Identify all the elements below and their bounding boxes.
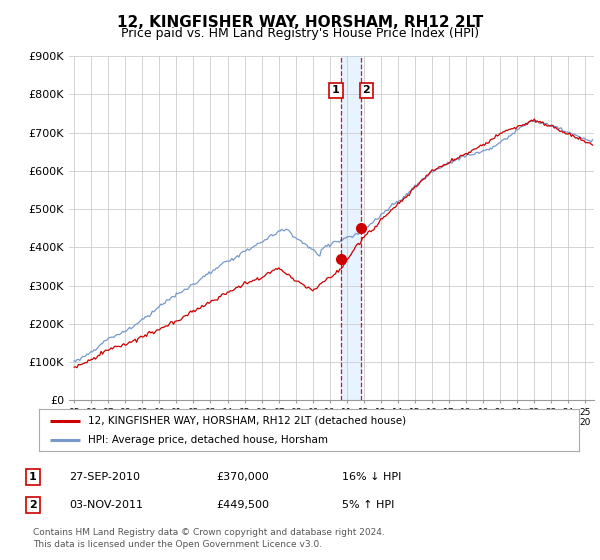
Text: £370,000: £370,000 (216, 472, 269, 482)
Text: £449,500: £449,500 (216, 500, 269, 510)
Text: 5% ↑ HPI: 5% ↑ HPI (342, 500, 394, 510)
Text: 16% ↓ HPI: 16% ↓ HPI (342, 472, 401, 482)
Text: 1: 1 (29, 472, 37, 482)
Text: 12, KINGFISHER WAY, HORSHAM, RH12 2LT (detached house): 12, KINGFISHER WAY, HORSHAM, RH12 2LT (d… (88, 416, 406, 426)
Text: 2: 2 (29, 500, 37, 510)
Text: Price paid vs. HM Land Registry's House Price Index (HPI): Price paid vs. HM Land Registry's House … (121, 27, 479, 40)
Text: Contains HM Land Registry data © Crown copyright and database right 2024.
This d: Contains HM Land Registry data © Crown c… (33, 528, 385, 549)
Text: 12, KINGFISHER WAY, HORSHAM, RH12 2LT: 12, KINGFISHER WAY, HORSHAM, RH12 2LT (117, 15, 483, 30)
Bar (341, 56, 361, 400)
Text: HPI: Average price, detached house, Horsham: HPI: Average price, detached house, Hors… (88, 435, 328, 445)
Text: 2: 2 (362, 86, 370, 95)
Text: 27-SEP-2010: 27-SEP-2010 (69, 472, 140, 482)
Text: 03-NOV-2011: 03-NOV-2011 (69, 500, 143, 510)
Text: 1: 1 (332, 86, 340, 95)
